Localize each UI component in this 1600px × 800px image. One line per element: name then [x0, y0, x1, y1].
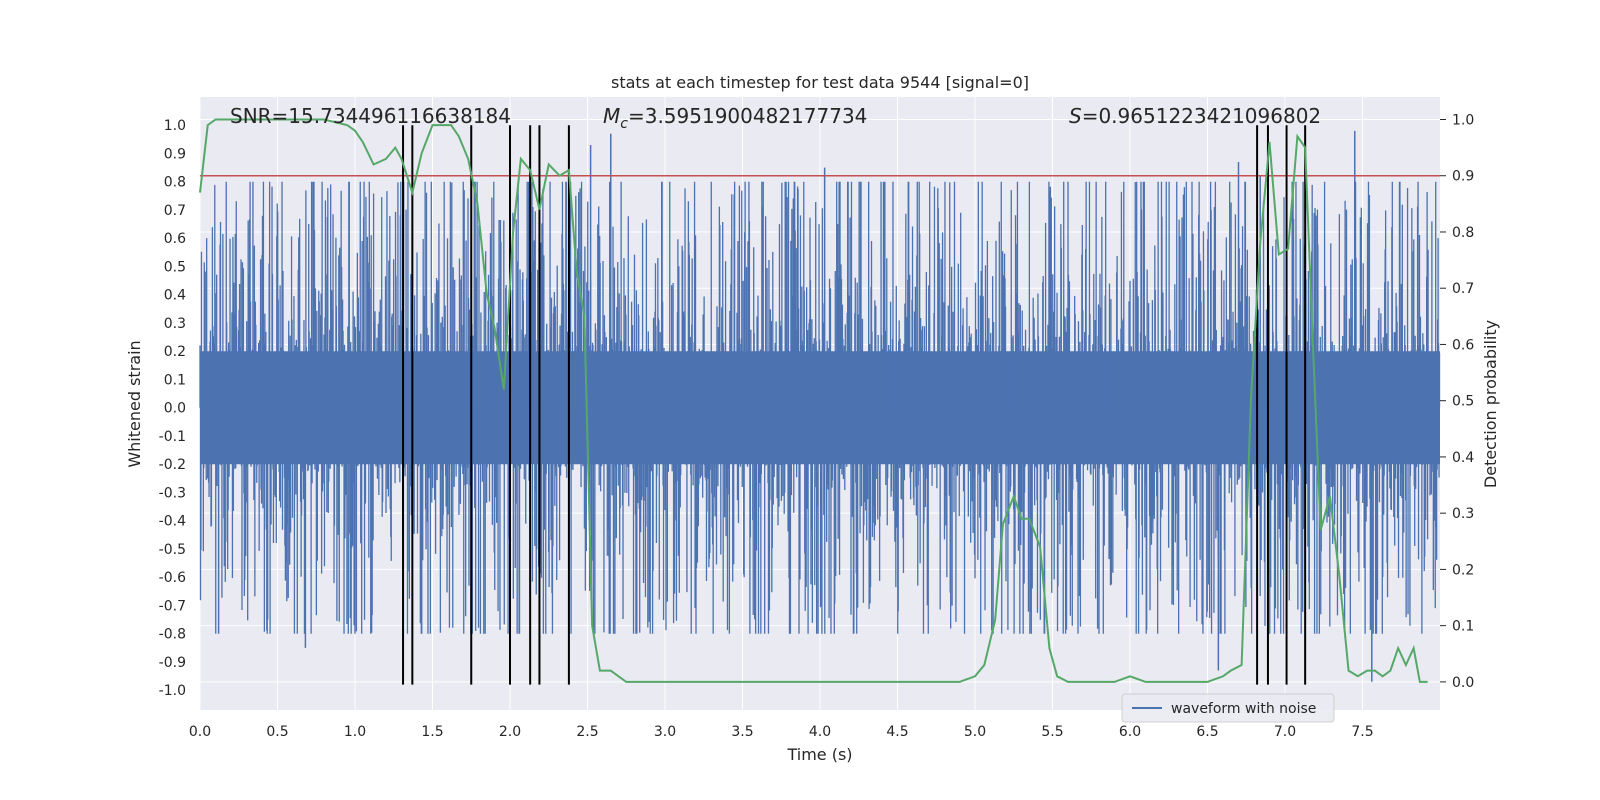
- left-y-tick-label: 0.9: [164, 146, 186, 162]
- x-tick-label: 3.0: [654, 724, 676, 740]
- left-y-axis-label: Whitened strain: [125, 340, 144, 467]
- left-y-tick-label: 0.2: [164, 344, 186, 360]
- left-y-tick-label: 0.6: [164, 231, 186, 247]
- right-y-tick-label: 0.4: [1452, 450, 1474, 466]
- waveform-series: [199, 130, 1441, 682]
- right-y-tick-label: 0.5: [1452, 394, 1474, 410]
- right-y-axis-label: Detection probability: [1481, 320, 1500, 488]
- chirp-mass-subscript: c: [620, 116, 628, 132]
- chirp-mass-value: =3.5951900482177734: [628, 104, 867, 128]
- x-tick-label: 4.5: [886, 724, 908, 740]
- left-y-tick-label: -0.6: [159, 570, 186, 586]
- left-y-tick-label: -0.2: [159, 457, 186, 473]
- left-y-tick-label: 0.1: [164, 372, 186, 388]
- left-y-tick-label: -0.3: [159, 485, 186, 501]
- x-tick-label: 6.5: [1196, 724, 1218, 740]
- legend-box: [1121, 693, 1335, 723]
- x-tick-label: 7.0: [1274, 724, 1296, 740]
- statistic-symbol: S: [1069, 104, 1082, 128]
- statistic-value: =0.9651223421096802: [1082, 104, 1321, 128]
- probability-line: [199, 118, 1428, 683]
- x-tick-label: 1.5: [421, 724, 443, 740]
- x-tick-label: 7.5: [1351, 724, 1373, 740]
- x-tick-label: 4.0: [809, 724, 831, 740]
- x-tick-label: 1.0: [344, 724, 366, 740]
- left-y-tick-label: 0.4: [164, 288, 186, 304]
- left-y-tick-label: 0.5: [164, 259, 186, 275]
- right-y-tick-label: 0.2: [1452, 562, 1474, 578]
- x-tick-label: 2.0: [499, 724, 521, 740]
- left-y-axis-ticks: 1.0 0.9 0.8 0.7 0.6 0.5 0.4 0.3 0.2 0.1 0.0 -0.1 -0.…: [159, 118, 186, 699]
- left-y-tick-label: 0.8: [164, 175, 186, 191]
- legend: waveform with noise: [1121, 693, 1335, 723]
- right-y-tick-label: 1.0: [1452, 112, 1474, 128]
- x-axis-label: Time (s): [786, 745, 852, 764]
- left-y-tick-label: 0.0: [164, 401, 186, 417]
- right-y-tick-label: 0.9: [1452, 169, 1474, 185]
- right-y-tick-label: 0.0: [1452, 675, 1474, 691]
- right-y-tick-label: 0.7: [1452, 281, 1474, 297]
- left-y-tick-label: -0.9: [159, 655, 186, 671]
- x-tick-label: 5.5: [1041, 724, 1063, 740]
- x-tick-label: 3.5: [731, 724, 753, 740]
- left-y-tick-label: -0.8: [159, 627, 186, 643]
- x-tick-label: 0.5: [266, 724, 288, 740]
- left-y-tick-label: -0.4: [159, 514, 186, 530]
- chirp-mass-annotation: Mc=3.5951900482177734: [603, 104, 867, 132]
- right-y-tick-label: 0.8: [1452, 225, 1474, 241]
- left-y-tick-label: 1.0: [164, 118, 186, 134]
- x-tick-label: 6.0: [1119, 724, 1141, 740]
- probability-series: [199, 118, 1428, 683]
- event-lines: [402, 125, 1307, 685]
- x-tick-label: 0.0: [189, 724, 211, 740]
- x-tick-label: 5.0: [964, 724, 986, 740]
- snr-annotation: SNR=15.734496116638184: [230, 104, 511, 128]
- x-axis-ticks: 0.0 0.5 1.0 1.5 2.0 2.5 3.0 3.5 4.0 4.5 5.0 5.5 6.0 6…: [189, 724, 1374, 740]
- x-tick-label: 2.5: [576, 724, 598, 740]
- right-y-axis-ticks: 1.0 0.9 0.8 0.7 0.6 0.5 0.4 0.3 0.2 0.1 0.0: [1440, 112, 1474, 691]
- waveform-noise: [199, 181, 1441, 634]
- left-y-tick-label: -0.1: [159, 429, 186, 445]
- chirp-mass-symbol: M: [603, 104, 620, 128]
- left-y-tick-label: -1.0: [159, 683, 186, 699]
- statistic-annotation: S=0.9651223421096802: [1069, 104, 1321, 128]
- right-y-tick-label: 0.1: [1452, 619, 1474, 635]
- chart-title: stats at each timestep for test data 954…: [611, 73, 1029, 92]
- left-y-tick-label: -0.5: [159, 542, 186, 558]
- left-y-tick-label: 0.3: [164, 316, 186, 332]
- right-y-tick-label: 0.3: [1452, 506, 1474, 522]
- legend-label: waveform with noise: [1171, 701, 1316, 717]
- left-y-tick-label: -0.7: [159, 598, 186, 614]
- right-y-tick-label: 0.6: [1452, 337, 1474, 353]
- left-y-tick-label: 0.7: [164, 203, 186, 219]
